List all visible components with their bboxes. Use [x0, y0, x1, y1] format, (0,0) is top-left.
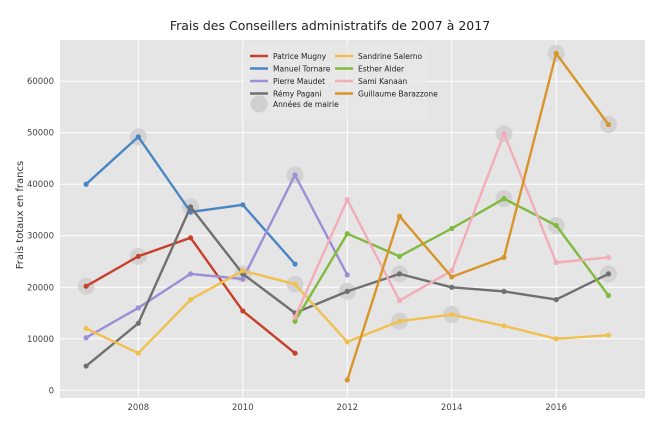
data-point-guillaume-barazzone: [501, 254, 507, 260]
data-point-esther-alder: [292, 318, 298, 324]
x-tick-label: 2008: [128, 403, 150, 413]
x-tick-label: 2014: [441, 403, 463, 413]
y-tick-label: 20000: [27, 283, 54, 293]
legend-box: [243, 45, 427, 121]
data-point-sandrine-salerno: [240, 268, 246, 274]
data-point-guillaume-barazzone: [344, 377, 350, 383]
legend-label: Guillaume Barazzone: [358, 90, 438, 99]
y-axis-label: Frais totaux en francs: [15, 161, 26, 269]
data-point-pierre-maudet: [187, 271, 194, 277]
data-point-sandrine-salerno: [187, 297, 194, 303]
x-tick-label: 2010: [232, 403, 254, 413]
legend-mayor-marker: [250, 95, 268, 113]
data-point-pierre-maudet: [240, 276, 246, 282]
data-point-manuel-tornare: [83, 181, 89, 187]
legend-label: Rémy Pagani: [273, 90, 322, 99]
data-point-guillaume-barazzone: [605, 121, 612, 128]
x-tick-label: 2012: [336, 403, 358, 413]
data-point-remy-pagani: [553, 297, 559, 303]
y-tick-label: 40000: [27, 180, 54, 190]
data-point-patrice-mugny: [240, 308, 246, 314]
legend-label: Sami Kanaan: [358, 77, 407, 86]
data-point-remy-pagani: [187, 204, 194, 210]
data-point-sami-kanaan: [292, 314, 298, 320]
data-point-guillaume-barazzone: [553, 50, 559, 56]
data-point-pierre-maudet: [135, 305, 141, 311]
data-point-pierre-maudet: [344, 272, 350, 278]
data-point-sami-kanaan: [396, 298, 403, 304]
data-point-manuel-tornare: [240, 202, 246, 208]
legend-label: Sandrine Salerno: [358, 52, 423, 61]
legend: Patrice Mugny Manuel Tornare Pierre Maudet…: [243, 45, 438, 121]
data-point-patrice-mugny: [135, 253, 141, 259]
data-point-guillaume-barazzone: [449, 274, 455, 280]
data-point-remy-pagani: [83, 363, 89, 369]
data-point-esther-alder: [344, 231, 350, 237]
data-point-sami-kanaan: [449, 268, 455, 274]
data-point-sandrine-salerno: [501, 323, 507, 329]
data-point-sandrine-salerno: [83, 325, 89, 332]
data-point-sandrine-salerno: [135, 350, 141, 356]
data-point-patrice-mugny: [187, 235, 194, 241]
legend-label: Années de mairie: [273, 100, 339, 109]
x-tick-label: 2016: [545, 403, 567, 413]
series-line-guillaume-barazzone: [346, 52, 610, 381]
data-point-sami-kanaan: [501, 131, 507, 137]
data-point-remy-pagani: [344, 288, 350, 294]
data-point-sandrine-salerno: [396, 318, 403, 324]
data-point-sami-kanaan: [605, 254, 612, 260]
data-point-sandrine-salerno: [605, 332, 612, 338]
data-point-esther-alder: [449, 225, 455, 232]
data-point-patrice-mugny: [292, 350, 298, 356]
data-point-esther-alder: [501, 196, 507, 202]
data-point-remy-pagani: [449, 284, 455, 290]
data-point-esther-alder: [553, 222, 559, 229]
data-point-pierre-maudet: [292, 172, 298, 178]
data-point-sami-kanaan: [553, 259, 559, 266]
x-axis-ticks: 2008 2010 2012 2014 2016: [128, 403, 567, 413]
y-tick-label: 30000: [27, 232, 54, 242]
y-axis-ticks: 0 10000 20000 30000 40000 50000 60000: [27, 77, 54, 396]
data-point-sandrine-salerno: [292, 281, 298, 287]
data-point-manuel-tornare: [292, 261, 298, 267]
y-tick-label: 10000: [27, 335, 54, 345]
data-point-sandrine-salerno: [449, 311, 455, 318]
data-point-manuel-tornare: [135, 134, 141, 140]
data-point-remy-pagani: [396, 271, 403, 277]
legend-label: Patrice Mugny: [273, 52, 327, 61]
chart-title: Frais des Conseillers administratifs de …: [170, 18, 490, 33]
data-point-guillaume-barazzone: [396, 213, 403, 219]
data-point-remy-pagani: [501, 288, 507, 294]
data-point-remy-pagani: [135, 320, 141, 326]
data-point-sandrine-salerno: [344, 339, 350, 345]
y-tick-label: 0: [49, 386, 54, 396]
legend-label: Manuel Tornare: [273, 65, 331, 74]
data-point-pierre-maudet: [83, 335, 89, 341]
series-line-pierre-maudet: [85, 173, 349, 339]
series-lines: [83, 50, 612, 383]
legend-label: Pierre Maudet: [273, 77, 325, 86]
data-point-esther-alder: [396, 253, 403, 259]
data-point-sami-kanaan: [344, 197, 350, 203]
data-point-remy-pagani: [605, 271, 612, 277]
legend-label: Esther Alder: [358, 65, 405, 74]
data-point-sandrine-salerno: [553, 336, 559, 342]
y-tick-label: 60000: [27, 77, 54, 87]
data-point-patrice-mugny: [83, 283, 89, 289]
data-point-esther-alder: [605, 292, 612, 299]
y-tick-label: 50000: [27, 129, 54, 139]
